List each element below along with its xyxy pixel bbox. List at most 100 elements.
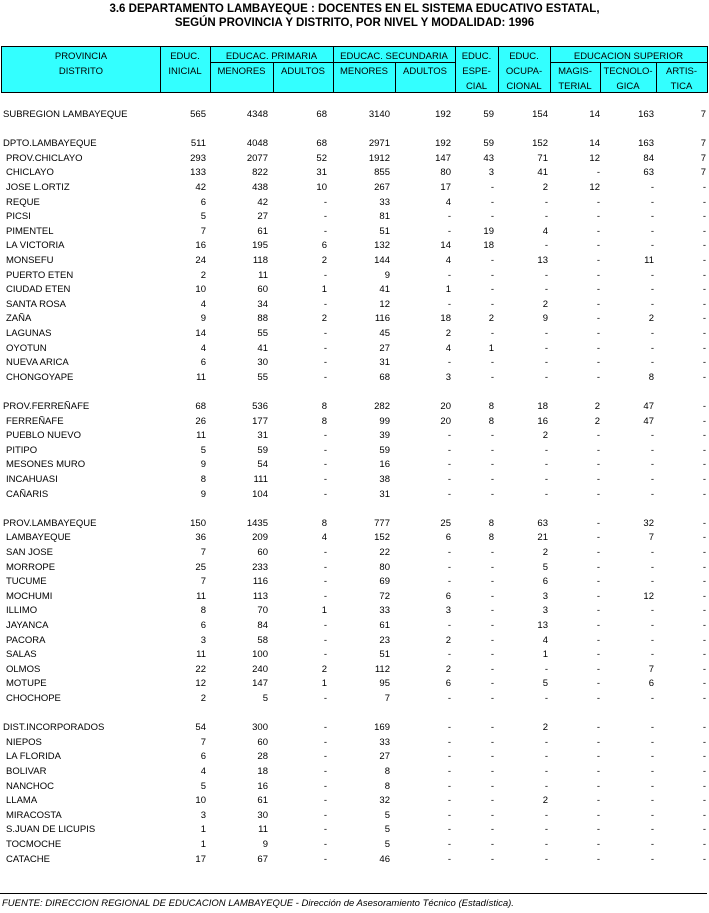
- header-cell: DISTRITO: [58, 66, 104, 77]
- row-label: PROV.CHICLAYO: [6, 152, 83, 164]
- cell: 12: [589, 182, 600, 193]
- row-label: SUBREGION LAMBAYEQUE: [3, 109, 128, 120]
- cell: 41: [257, 342, 268, 354]
- cell: -: [596, 663, 600, 675]
- cell: -: [596, 839, 600, 850]
- cell: 31: [379, 488, 390, 500]
- cell: 3: [200, 634, 206, 646]
- cell: 2: [594, 415, 600, 427]
- header-cell: GICA: [616, 81, 640, 92]
- header-cell: ADULTOS: [403, 66, 447, 77]
- cell: 72: [379, 590, 390, 602]
- header-cell: CIAL: [465, 81, 488, 92]
- row-label: S.JUAN DE LICUPIS: [6, 824, 96, 836]
- cell: -: [702, 211, 706, 223]
- cell: 26: [195, 415, 206, 427]
- header-cell: PROVINCIA: [54, 51, 108, 62]
- cell: -: [596, 722, 600, 734]
- cell: -: [490, 255, 494, 266]
- row-label: DPTO.LAMBAYEQUE: [3, 138, 97, 150]
- cell: -: [702, 328, 706, 339]
- cell: -: [323, 488, 327, 500]
- header-cell: CIONAL: [506, 81, 542, 92]
- row-label: ILLIMO: [6, 605, 38, 617]
- cell: 43: [483, 152, 494, 164]
- cell: 192: [435, 109, 451, 120]
- cell: 5: [262, 693, 268, 704]
- cell: -: [447, 649, 451, 661]
- cell: -: [323, 547, 327, 558]
- cell: -: [702, 415, 706, 427]
- cell: 4: [200, 342, 206, 354]
- cell: 2: [445, 634, 451, 646]
- cell: -: [544, 459, 548, 471]
- cell: -: [596, 211, 600, 223]
- cell: 7: [384, 693, 390, 704]
- cell: -: [447, 795, 451, 807]
- cell: 10: [195, 284, 206, 296]
- cell: 6: [200, 357, 206, 369]
- row-label: PROV.LAMBAYEQUE: [3, 517, 97, 529]
- cell: -: [650, 824, 654, 836]
- cell: 150: [190, 517, 206, 529]
- cell: 267: [374, 182, 390, 193]
- cell: -: [323, 853, 327, 865]
- cell: 438: [252, 182, 268, 193]
- cell: -: [650, 211, 654, 223]
- cell: 60: [257, 284, 268, 296]
- cell: -: [596, 532, 600, 544]
- cell: -: [650, 561, 654, 573]
- row-label: PACORA: [6, 634, 46, 646]
- cell: 152: [374, 532, 390, 544]
- cell: 6: [445, 678, 451, 690]
- cell: -: [323, 649, 327, 661]
- cell: 33: [379, 736, 390, 748]
- title-line: 3.6 DEPARTAMENTO LAMBAYEQUE : DOCENTES E…: [109, 3, 600, 15]
- cell: 163: [638, 109, 654, 120]
- cell: -: [596, 736, 600, 748]
- cell: 51: [379, 225, 390, 237]
- cell: -: [447, 766, 451, 777]
- cell: 4: [200, 298, 206, 310]
- row-label: PUERTO ETEN: [6, 269, 74, 281]
- cell: 2: [321, 255, 327, 266]
- cell: -: [596, 678, 600, 690]
- cell: -: [544, 766, 548, 777]
- cell: 14: [440, 240, 451, 252]
- cell: -: [650, 269, 654, 281]
- cell: -: [702, 313, 706, 325]
- cell: 71: [537, 152, 548, 164]
- cell: 20: [440, 401, 451, 412]
- cell: -: [702, 225, 706, 237]
- cell: -: [544, 444, 548, 456]
- cell: -: [490, 853, 494, 865]
- cell: 52: [316, 152, 327, 164]
- cell: 2: [200, 269, 206, 281]
- cell: -: [702, 590, 706, 602]
- cell: 11: [258, 824, 268, 836]
- cell: -: [702, 255, 706, 266]
- cell: -: [447, 561, 451, 573]
- cell: -: [447, 839, 451, 850]
- cell: 4048: [246, 138, 268, 150]
- cell: -: [702, 488, 706, 500]
- cell: 30: [257, 809, 268, 821]
- header-cell: EDUC.: [509, 51, 539, 62]
- cell: -: [323, 430, 327, 442]
- row-label: PICSI: [6, 211, 31, 223]
- cell: 1: [200, 839, 206, 850]
- cell: -: [702, 517, 706, 529]
- cell: -: [702, 444, 706, 456]
- cell: -: [650, 853, 654, 865]
- cell: -: [650, 693, 654, 704]
- cell: -: [650, 809, 654, 821]
- cell: 11: [196, 430, 206, 442]
- cell: -: [490, 430, 494, 442]
- cell: 3: [488, 167, 494, 179]
- cell: 8: [321, 401, 327, 412]
- cell: -: [490, 576, 494, 588]
- cell: -: [490, 211, 494, 223]
- cell: -: [490, 298, 494, 310]
- row-label: DIST.INCORPORADOS: [3, 722, 105, 734]
- cell: 293: [190, 152, 206, 164]
